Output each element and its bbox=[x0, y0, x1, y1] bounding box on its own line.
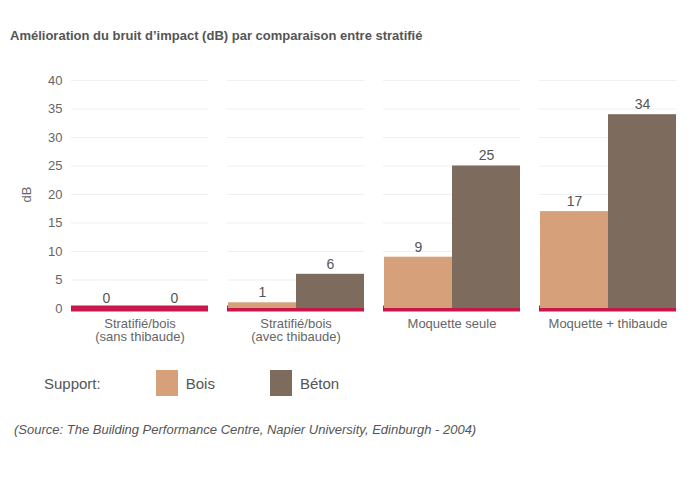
svg-text:40: 40 bbox=[48, 73, 62, 88]
svg-text:35: 35 bbox=[48, 101, 62, 116]
svg-text:25: 25 bbox=[479, 147, 495, 163]
svg-text:0: 0 bbox=[171, 290, 179, 306]
svg-text:5: 5 bbox=[55, 272, 62, 287]
html-text:Amélioration du bruit d’impact: Amélioration du bruit d’impact (dB) par … bbox=[10, 28, 423, 43]
html-text:Bois: Bois bbox=[185, 374, 215, 392]
svg-text:1: 1 bbox=[259, 284, 267, 300]
svg-text:6: 6 bbox=[327, 256, 335, 272]
svg-text:9: 9 bbox=[415, 239, 423, 255]
svg-text:34: 34 bbox=[635, 96, 651, 112]
svg-text:dB: dB bbox=[19, 187, 34, 203]
svg-text:0: 0 bbox=[103, 290, 111, 306]
html-text:(Source: The Building Performa: (Source: The Building Performance Centre… bbox=[14, 422, 477, 437]
svg-text:0: 0 bbox=[55, 301, 62, 316]
svg-text:15: 15 bbox=[48, 215, 62, 230]
html-text:Béton: Béton bbox=[299, 374, 340, 392]
svg-text:Stratifié/bois(sans thibaude): Stratifié/bois(sans thibaude) bbox=[95, 316, 185, 344]
html-text:Support:: Support: bbox=[44, 374, 101, 392]
svg-text:Stratifié/bois(avec thibaude): Stratifié/bois(avec thibaude) bbox=[251, 316, 341, 344]
svg-text:17: 17 bbox=[567, 193, 583, 209]
svg-text:25: 25 bbox=[48, 158, 62, 173]
svg-text:20: 20 bbox=[48, 187, 62, 202]
svg-text:10: 10 bbox=[48, 244, 62, 259]
svg-text:Moquette + thibaude: Moquette + thibaude bbox=[549, 316, 668, 331]
svg-text:30: 30 bbox=[48, 130, 62, 145]
svg-text:Moquette seule: Moquette seule bbox=[408, 316, 497, 331]
